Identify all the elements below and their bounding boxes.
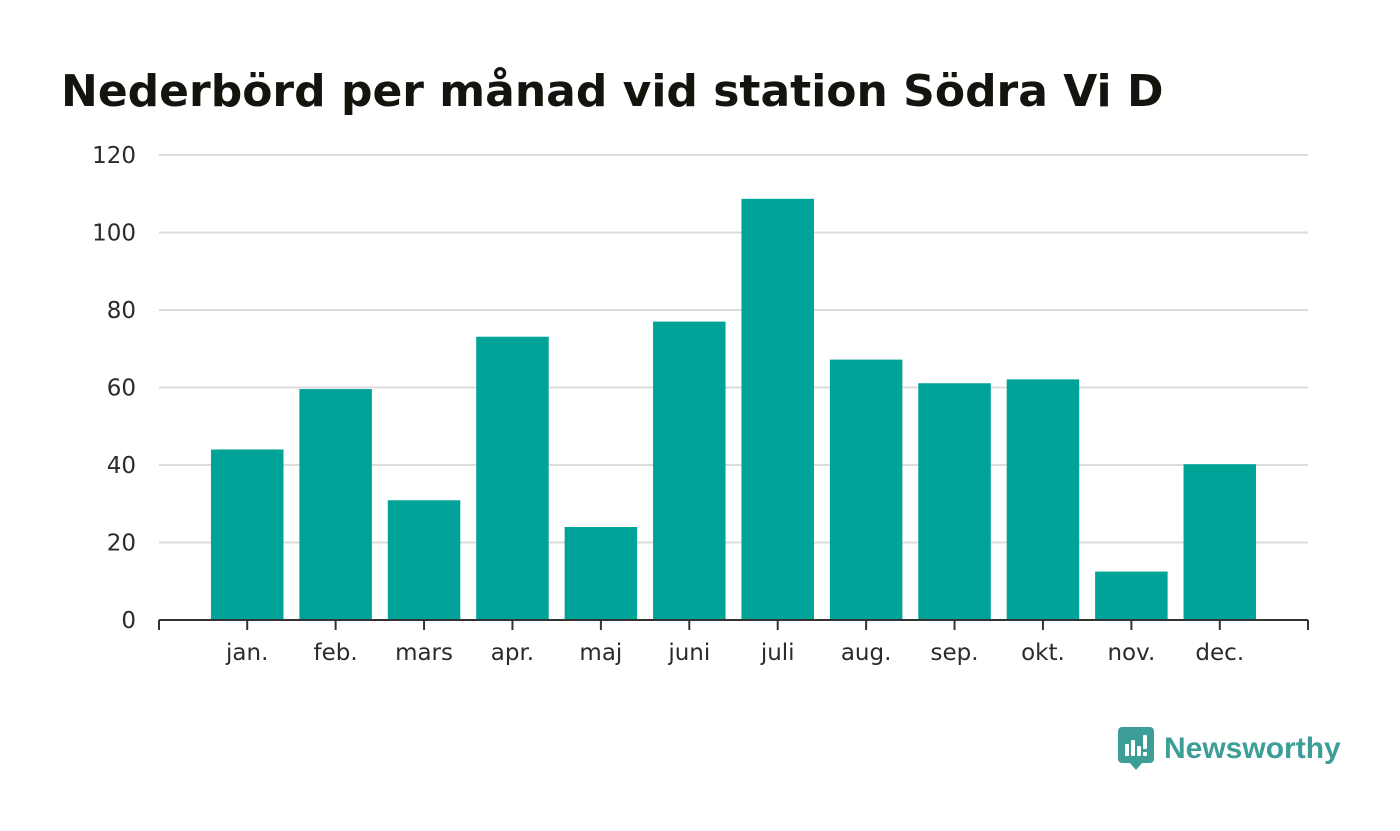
x-tick-label: nov. (1107, 640, 1155, 666)
y-tick-label: 80 (107, 298, 136, 324)
y-tick-label: 120 (92, 143, 136, 169)
bar-okt (1006, 379, 1080, 620)
y-tick-label: 0 (121, 608, 136, 634)
bar-feb (299, 389, 372, 620)
brand-name: Newsworthy (1164, 732, 1341, 765)
bar-juli (741, 198, 814, 620)
x-tick-label: juli (760, 640, 795, 666)
x-tick-label: jan. (225, 640, 268, 666)
y-tick-label: 40 (107, 453, 136, 479)
x-tick-label: okt. (1021, 640, 1065, 666)
newsworthy-logo-icon (1118, 727, 1154, 770)
x-tick-label: dec. (1195, 640, 1244, 666)
bar-dec (1183, 464, 1257, 620)
brand-logo: Newsworthy (1118, 727, 1341, 771)
bar-aug (829, 359, 903, 620)
x-tick-label: maj (579, 640, 622, 666)
bar-mars (387, 500, 461, 620)
bar-sep (918, 383, 991, 620)
y-tick-label: 60 (107, 376, 136, 402)
x-tick-label: aug. (841, 640, 892, 666)
chart-title: Nederbörd per månad vid station Södra Vi… (61, 66, 1164, 117)
x-tick-label: apr. (491, 640, 534, 666)
x-tick-label: juni (667, 640, 710, 666)
y-tick-label: 100 (92, 221, 136, 247)
x-tick-label: sep. (931, 640, 979, 666)
bar-juni (653, 321, 726, 620)
bar-apr (476, 336, 549, 620)
bar-jan (210, 449, 284, 620)
x-tick-label: feb. (314, 640, 358, 666)
y-tick-label: 20 (107, 531, 136, 557)
bar-nov (1095, 571, 1168, 620)
bar-maj (564, 527, 638, 620)
x-tick-label: mars (395, 640, 453, 666)
